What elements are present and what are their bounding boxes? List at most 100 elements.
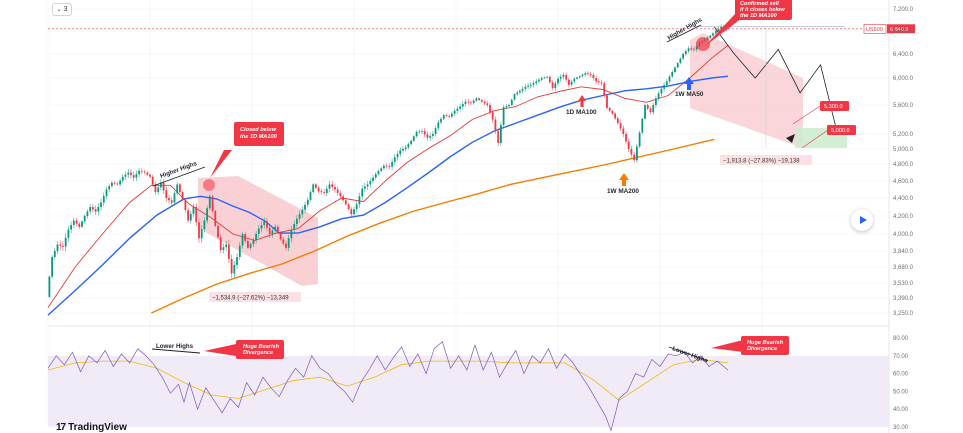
candle-down xyxy=(339,192,342,197)
candle-down xyxy=(633,154,636,161)
price-tick: 3,840.0 xyxy=(893,249,914,255)
candle-up xyxy=(535,81,538,84)
candle-up xyxy=(714,31,717,34)
candle-up xyxy=(86,211,89,216)
candle-up xyxy=(396,153,399,158)
candle-up xyxy=(189,213,192,221)
higher-highs-line-left xyxy=(152,166,206,187)
candle-up xyxy=(160,182,162,188)
callout-left-box xyxy=(234,122,284,146)
candle-down xyxy=(347,204,350,210)
candle-up xyxy=(369,181,372,185)
candle-up xyxy=(404,147,407,149)
candle-up xyxy=(124,174,127,177)
price-tick: 4,200.0 xyxy=(893,214,914,220)
candle-down xyxy=(230,259,233,274)
target-1-label: 5,300.0 xyxy=(824,104,843,110)
candle-up xyxy=(516,92,519,95)
candle-up xyxy=(546,76,548,78)
rsi-tick: 70.00 xyxy=(893,354,909,360)
candle-up xyxy=(500,124,502,143)
price-tick: 5,000.0 xyxy=(893,147,914,153)
candle-down xyxy=(266,221,268,228)
candle-down xyxy=(165,190,168,198)
candle-down xyxy=(195,207,198,223)
play-button[interactable] xyxy=(851,209,873,231)
candle-up xyxy=(475,98,478,101)
candle-down xyxy=(149,174,151,177)
candle-down xyxy=(187,210,189,221)
candle-down xyxy=(132,175,135,178)
callout-left-pointer xyxy=(210,150,232,178)
callout-left-text: the 1D MA100 xyxy=(240,134,278,140)
lower-highs-line-left xyxy=(151,348,201,354)
candle-up xyxy=(127,172,130,175)
rsi-tick: 80.00 xyxy=(893,336,909,342)
candle-up xyxy=(364,186,366,189)
candle-up xyxy=(641,118,644,133)
candle-down xyxy=(344,200,347,205)
candle-up xyxy=(712,33,714,36)
candle-up xyxy=(461,104,464,107)
candle-down xyxy=(228,244,230,259)
candle-up xyxy=(51,257,53,277)
divergence-right-box xyxy=(741,336,789,355)
candle-up xyxy=(538,79,540,82)
label-ma50: 1W MA50 xyxy=(675,91,704,98)
candle-up xyxy=(513,94,516,100)
rsi-tick: 40.00 xyxy=(893,407,909,413)
candle-up xyxy=(135,174,138,178)
candle-down xyxy=(448,115,451,117)
candle-up xyxy=(383,165,385,169)
candle-up xyxy=(584,73,587,75)
candle-up xyxy=(393,157,396,162)
candle-down xyxy=(276,226,279,233)
candle-up xyxy=(70,225,72,230)
candle-down xyxy=(130,172,132,176)
candle-down xyxy=(244,234,247,241)
candle-up xyxy=(304,204,306,210)
target-1-leader xyxy=(792,105,821,125)
brand-name: TradingView xyxy=(68,422,127,433)
divergence-left-text: Divergence xyxy=(243,350,273,356)
candle-down xyxy=(184,199,187,211)
last-price-tag xyxy=(887,24,915,34)
candle-down xyxy=(470,102,472,104)
candle-up xyxy=(119,180,121,185)
candle-up xyxy=(296,218,298,225)
candle-up xyxy=(83,216,86,222)
interval-value: 3 xyxy=(63,6,68,13)
candle-up xyxy=(374,174,377,178)
stat-left-text: −1,534.9 (−27.62%) −13,349 xyxy=(212,296,289,302)
candle-down xyxy=(426,134,429,138)
candle-up xyxy=(532,83,535,85)
candle-up xyxy=(312,184,315,193)
candle-up xyxy=(203,220,206,230)
interval-dropdown[interactable]: ⌄ 3 xyxy=(52,3,72,16)
candle-down xyxy=(62,245,64,247)
price-tick: 5,600.0 xyxy=(893,103,914,109)
candle-up xyxy=(668,76,671,82)
ma-line-1w-ma50 xyxy=(47,75,729,316)
ma-line-1w-ma200 xyxy=(151,138,715,314)
candle-up xyxy=(709,35,712,38)
candle-down xyxy=(614,113,616,119)
candle-up xyxy=(638,132,641,147)
stat-right-text: −1,913.8 (−27.83%) −19,138 xyxy=(723,159,800,165)
candle-up xyxy=(410,140,412,145)
candle-up xyxy=(657,93,660,99)
candle-up xyxy=(97,207,100,212)
label-ma100: 1D MA100 xyxy=(566,109,597,116)
candle-up xyxy=(559,76,562,79)
candle-up xyxy=(108,186,111,190)
tradingview-logo[interactable]: 17 TradingView xyxy=(56,422,127,433)
candle-up xyxy=(543,77,546,79)
candle-down xyxy=(597,81,600,83)
candle-up xyxy=(257,228,260,234)
candle-up xyxy=(581,74,584,77)
candle-up xyxy=(442,115,445,119)
candle-down xyxy=(285,243,287,248)
candle-up xyxy=(290,229,293,239)
price-tick: 7,200.0 xyxy=(893,7,914,13)
